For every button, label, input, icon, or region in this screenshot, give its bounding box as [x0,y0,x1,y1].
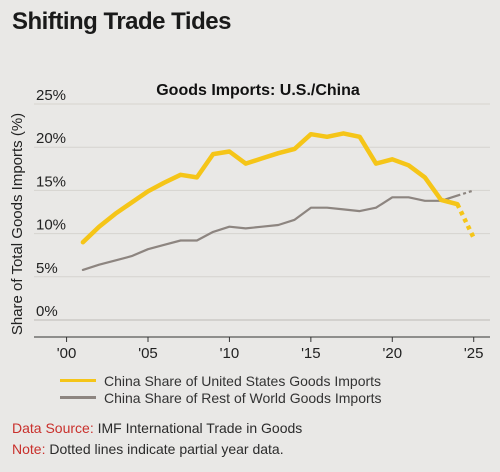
note-line: Note: Dotted lines indicate partial year… [12,439,302,460]
x-tick-label: '10 [220,345,240,362]
note-text: Dotted lines indicate partial year data. [49,441,284,457]
legend-label-row: China Share of Rest of World Goods Impor… [104,389,382,406]
note-label: Note: [12,441,46,457]
x-tick-label: '15 [301,345,321,362]
grid-lines [34,103,490,321]
chart-legend: China Share of United States Goods Impor… [60,372,382,406]
data-source-line: Data Source: IMF International Trade in … [12,418,302,439]
y-tick-label: 25% [36,87,66,104]
y-tick-label: 15% [36,173,66,190]
chart-title: Goods Imports: U.S./China [156,82,360,99]
series-line-us [80,131,460,245]
data-source-text: IMF International Trade in Goods [97,420,303,436]
legend-swatch-row [60,396,96,399]
x-tick-label: '25 [464,345,484,362]
legend-item-row: China Share of Rest of World Goods Impor… [60,389,382,406]
x-tick-label: '20 [383,345,403,362]
y-axis-label: Share of Total Goods Imports (%) [9,113,26,335]
legend-item-us: China Share of United States Goods Impor… [60,372,382,389]
x-tick-label: '00 [57,345,77,362]
y-tick-label: 10% [36,217,66,234]
legend-label-us: China Share of United States Goods Impor… [104,372,382,389]
axis-ticks: 0% 5% 10% 15% 20% 25% '00 '05 '10 '15 '20 '25 [34,87,490,362]
y-tick-label: 20% [36,130,66,147]
page-title: Shifting Trade Tides [12,8,231,35]
series-lines [80,131,476,271]
y-tick-label: 5% [36,260,58,277]
series-line-rest-of-world [81,194,459,271]
y-tick-label: 0% [36,303,58,320]
legend-swatch-us [60,379,96,382]
chart-footer: Data Source: IMF International Trade in … [12,418,302,460]
data-source-label: Data Source: [12,420,94,436]
series-partial-rest-of-world [457,189,475,197]
x-tick-label: '05 [138,345,158,362]
series-partial-us [455,203,476,239]
